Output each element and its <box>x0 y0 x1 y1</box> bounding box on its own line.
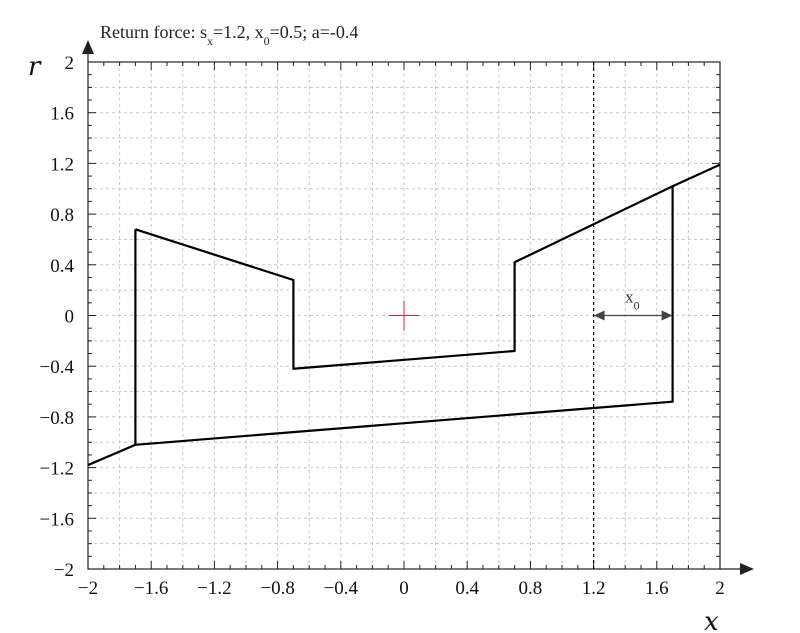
series-line <box>87 443 136 467</box>
x-axis-arrowhead <box>740 563 754 575</box>
y-tick-label: −1.2 <box>40 459 74 480</box>
y-tick-label: −0.4 <box>40 357 75 378</box>
y-axis-label: r <box>28 52 42 82</box>
x0-annotation-label: x0 <box>625 288 640 313</box>
axis-arrows <box>82 40 754 575</box>
y-tick-label: −1.6 <box>40 509 74 530</box>
series-line <box>672 163 721 188</box>
y-tick-label: 1.6 <box>50 104 74 125</box>
x-tick-label: −0.8 <box>260 578 294 599</box>
y-tick-label: 2 <box>65 53 75 74</box>
y-tick-label: 1.2 <box>50 154 74 175</box>
x0-arrow-head-right <box>661 310 673 321</box>
x-tick-label: 0 <box>399 578 409 599</box>
x-tick-label: −1.6 <box>134 578 168 599</box>
chart-title: Return force: sx=1.2, x0=0.5; a=-0.4 <box>100 22 358 48</box>
x-tick-label: 1.6 <box>645 578 669 599</box>
x-tick-label: 0.8 <box>519 578 543 599</box>
y-tick-label: −2 <box>54 560 74 581</box>
x-tick-label: −0.4 <box>324 578 359 599</box>
y-tick-label: −0.8 <box>40 408 74 429</box>
y-tick-label: 0.4 <box>50 256 74 277</box>
x-tick-label: 0.4 <box>455 578 479 599</box>
x-tick-label: −1.2 <box>197 578 231 599</box>
y-tick-label: 0 <box>65 307 75 328</box>
x0-annotation: x0 <box>593 288 673 321</box>
series-line <box>134 185 674 446</box>
y-axis-arrowhead <box>82 40 94 54</box>
x-axis-label: x <box>704 607 719 633</box>
series <box>87 163 721 467</box>
x-tick-label: 2 <box>715 578 725 599</box>
origin-marker <box>389 300 419 331</box>
tick-labels: −2 −1.6 −1.2 −0.8 −0.4 0 0.4 0.8 1.2 1.6 2 −2 −1.6 −1… <box>40 53 725 599</box>
x-tick-label: 1.2 <box>582 578 606 599</box>
x0-arrow-head-left <box>593 310 605 321</box>
y-tick-label: 0.8 <box>50 205 74 226</box>
x-tick-label: −2 <box>78 578 98 599</box>
